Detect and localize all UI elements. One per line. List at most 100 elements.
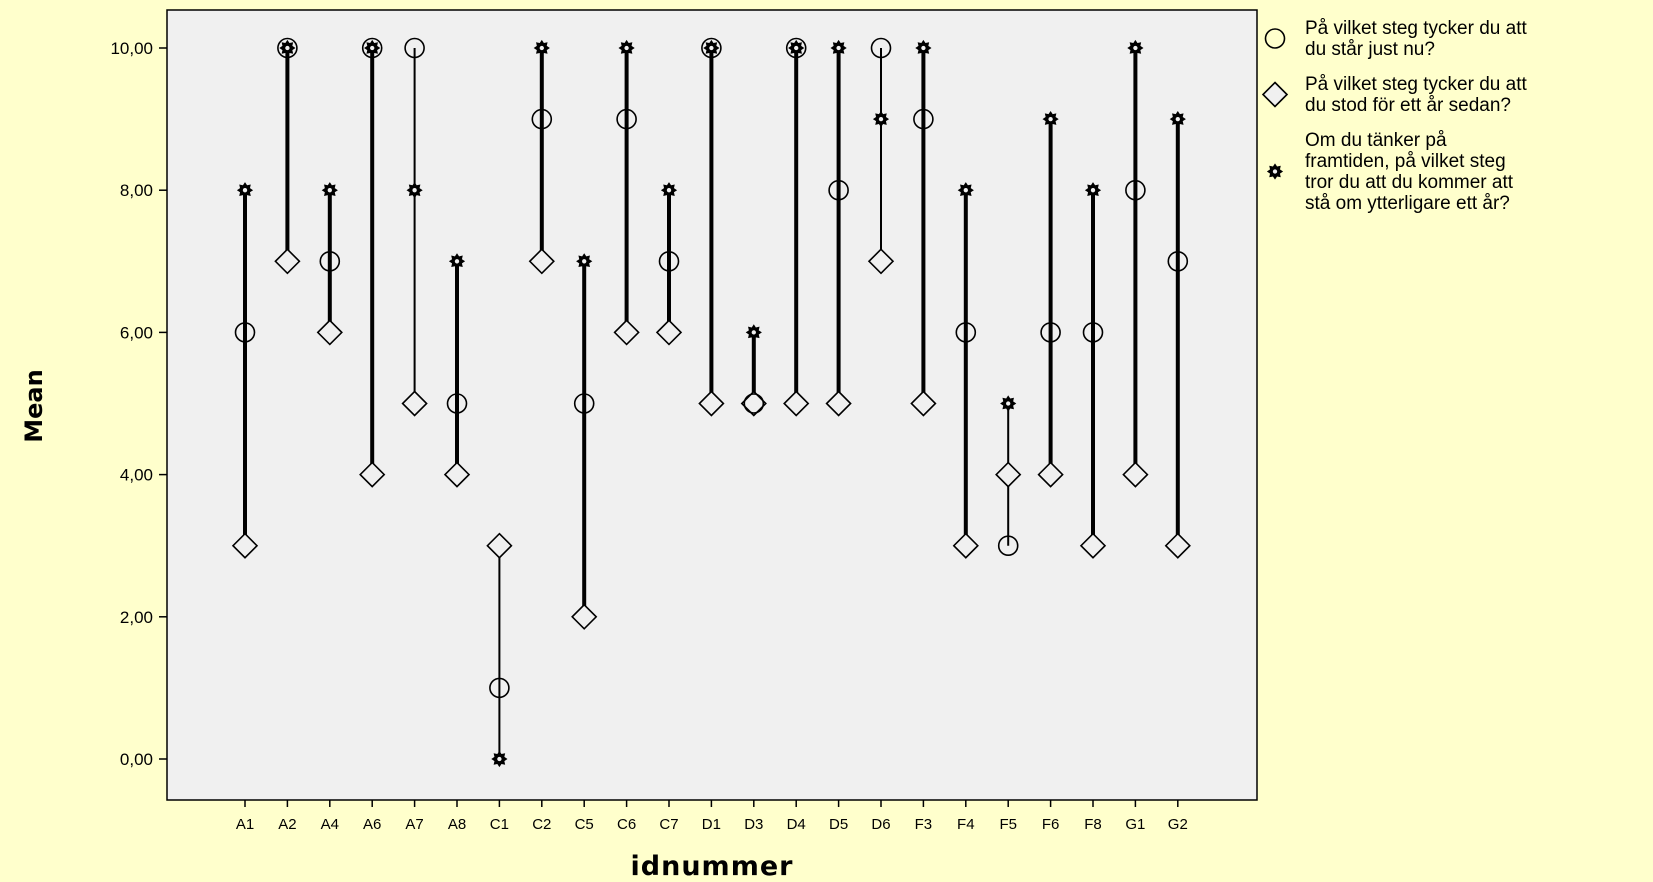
legend-marker	[1266, 163, 1284, 180]
x-tick-label: G2	[1168, 816, 1188, 833]
point-diamond	[231, 532, 259, 559]
x-axis: A1 A2 A4 A6 A7 A8 C1 C2 C5 C6 C7 D1 D3 D4 D5 D6 F3 F4 F5 F6…	[236, 800, 1188, 833]
legend-marker	[1261, 81, 1289, 108]
point-star	[745, 324, 762, 341]
point-diamond	[1261, 81, 1289, 108]
point-diamond	[1164, 532, 1191, 559]
point-star	[279, 39, 296, 57]
point-star	[788, 39, 805, 57]
point-circle	[489, 677, 510, 699]
x-tick-label: D3	[744, 816, 763, 833]
point-circle	[1082, 322, 1104, 343]
point-star	[872, 111, 890, 128]
point-diamond	[825, 390, 852, 417]
point-circle	[1264, 28, 1286, 49]
point-circle	[616, 108, 637, 130]
x-tick-label: G1	[1125, 816, 1145, 833]
x-tick-label: D4	[787, 816, 806, 833]
point-star	[321, 182, 338, 199]
point-circle	[277, 37, 298, 59]
y-tick-label: 8,00	[120, 181, 153, 200]
y-tick-label: 6,00	[120, 323, 153, 342]
point-diamond	[698, 390, 725, 417]
point-star	[618, 39, 635, 57]
point-diamond	[571, 603, 598, 630]
x-tick-label: C5	[575, 816, 594, 833]
point-circle	[361, 37, 383, 59]
x-tick-label: C6	[617, 816, 636, 833]
point-star	[236, 182, 254, 199]
point-star	[915, 39, 932, 57]
point-diamond	[528, 248, 555, 275]
x-tick-label: C7	[659, 816, 678, 833]
legend-label: På vilket steg tycker du att	[1305, 74, 1527, 95]
point-diamond	[359, 461, 386, 488]
point-circle	[1125, 179, 1146, 201]
x-tick-label: A1	[236, 816, 254, 833]
point-diamond	[783, 390, 810, 417]
point-star	[406, 182, 423, 199]
point-circle	[573, 393, 595, 414]
point-star	[533, 39, 550, 57]
point-diamond	[867, 248, 895, 275]
point-diamond	[1122, 461, 1149, 488]
legend-marker	[1264, 28, 1286, 49]
point-circle	[1167, 250, 1189, 272]
point-star	[448, 253, 466, 270]
x-tick-label: C2	[532, 816, 551, 833]
point-diamond	[613, 319, 640, 346]
point-diamond	[443, 461, 471, 488]
point-circle	[701, 37, 722, 59]
point-star	[830, 39, 847, 57]
point-circle	[913, 108, 934, 130]
y-axis: 0,00 2,00 4,00 6,00 8,00 10,00	[110, 39, 167, 769]
point-diamond	[655, 319, 683, 346]
point-star	[1127, 39, 1144, 57]
legend-label: stå om ytterligare ett år?	[1305, 193, 1510, 214]
point-star	[957, 182, 974, 199]
x-tick-label: A4	[321, 816, 339, 833]
x-tick-label: A8	[448, 816, 466, 833]
x-tick-label: F6	[1042, 816, 1060, 833]
point-star	[1084, 182, 1102, 199]
legend-label: du stod för ett år sedan?	[1305, 95, 1511, 116]
point-circle	[446, 393, 468, 414]
point-diamond	[910, 390, 937, 417]
point-star	[1169, 111, 1186, 128]
point-star	[703, 39, 720, 57]
point-diamond	[274, 248, 301, 275]
x-tick-label: D5	[829, 816, 848, 833]
point-circle	[658, 250, 680, 272]
y-tick-label: 10,00	[110, 39, 153, 58]
point-circle	[1040, 322, 1061, 343]
x-tick-label: D6	[871, 816, 890, 833]
point-circle	[319, 250, 341, 272]
point-star	[1042, 111, 1059, 128]
point-diamond	[486, 532, 513, 559]
x-tick-label: A6	[363, 816, 381, 833]
y-axis-title: Mean	[20, 369, 48, 442]
x-tick-label: F5	[999, 816, 1017, 833]
x-tick-label: F4	[957, 816, 975, 833]
x-tick-label: F8	[1084, 816, 1102, 833]
point-circle	[404, 37, 425, 59]
point-star	[364, 39, 381, 57]
y-tick-label: 0,00	[120, 750, 153, 769]
legend-label: tror du att du kommer att	[1305, 172, 1514, 193]
point-circle	[997, 535, 1019, 557]
point-star	[660, 182, 678, 199]
legend-label: På vilket steg tycker du att	[1305, 18, 1527, 39]
x-tick-label: C1	[490, 816, 509, 833]
point-circle	[955, 322, 977, 343]
y-tick-label: 2,00	[120, 608, 153, 627]
point-diamond	[1037, 461, 1064, 488]
point-diamond	[1079, 532, 1107, 559]
point-circle	[785, 37, 807, 59]
point-circle	[828, 179, 849, 201]
point-circle	[531, 108, 553, 130]
x-tick-label: D1	[702, 816, 721, 833]
x-tick-label: F3	[915, 816, 933, 833]
